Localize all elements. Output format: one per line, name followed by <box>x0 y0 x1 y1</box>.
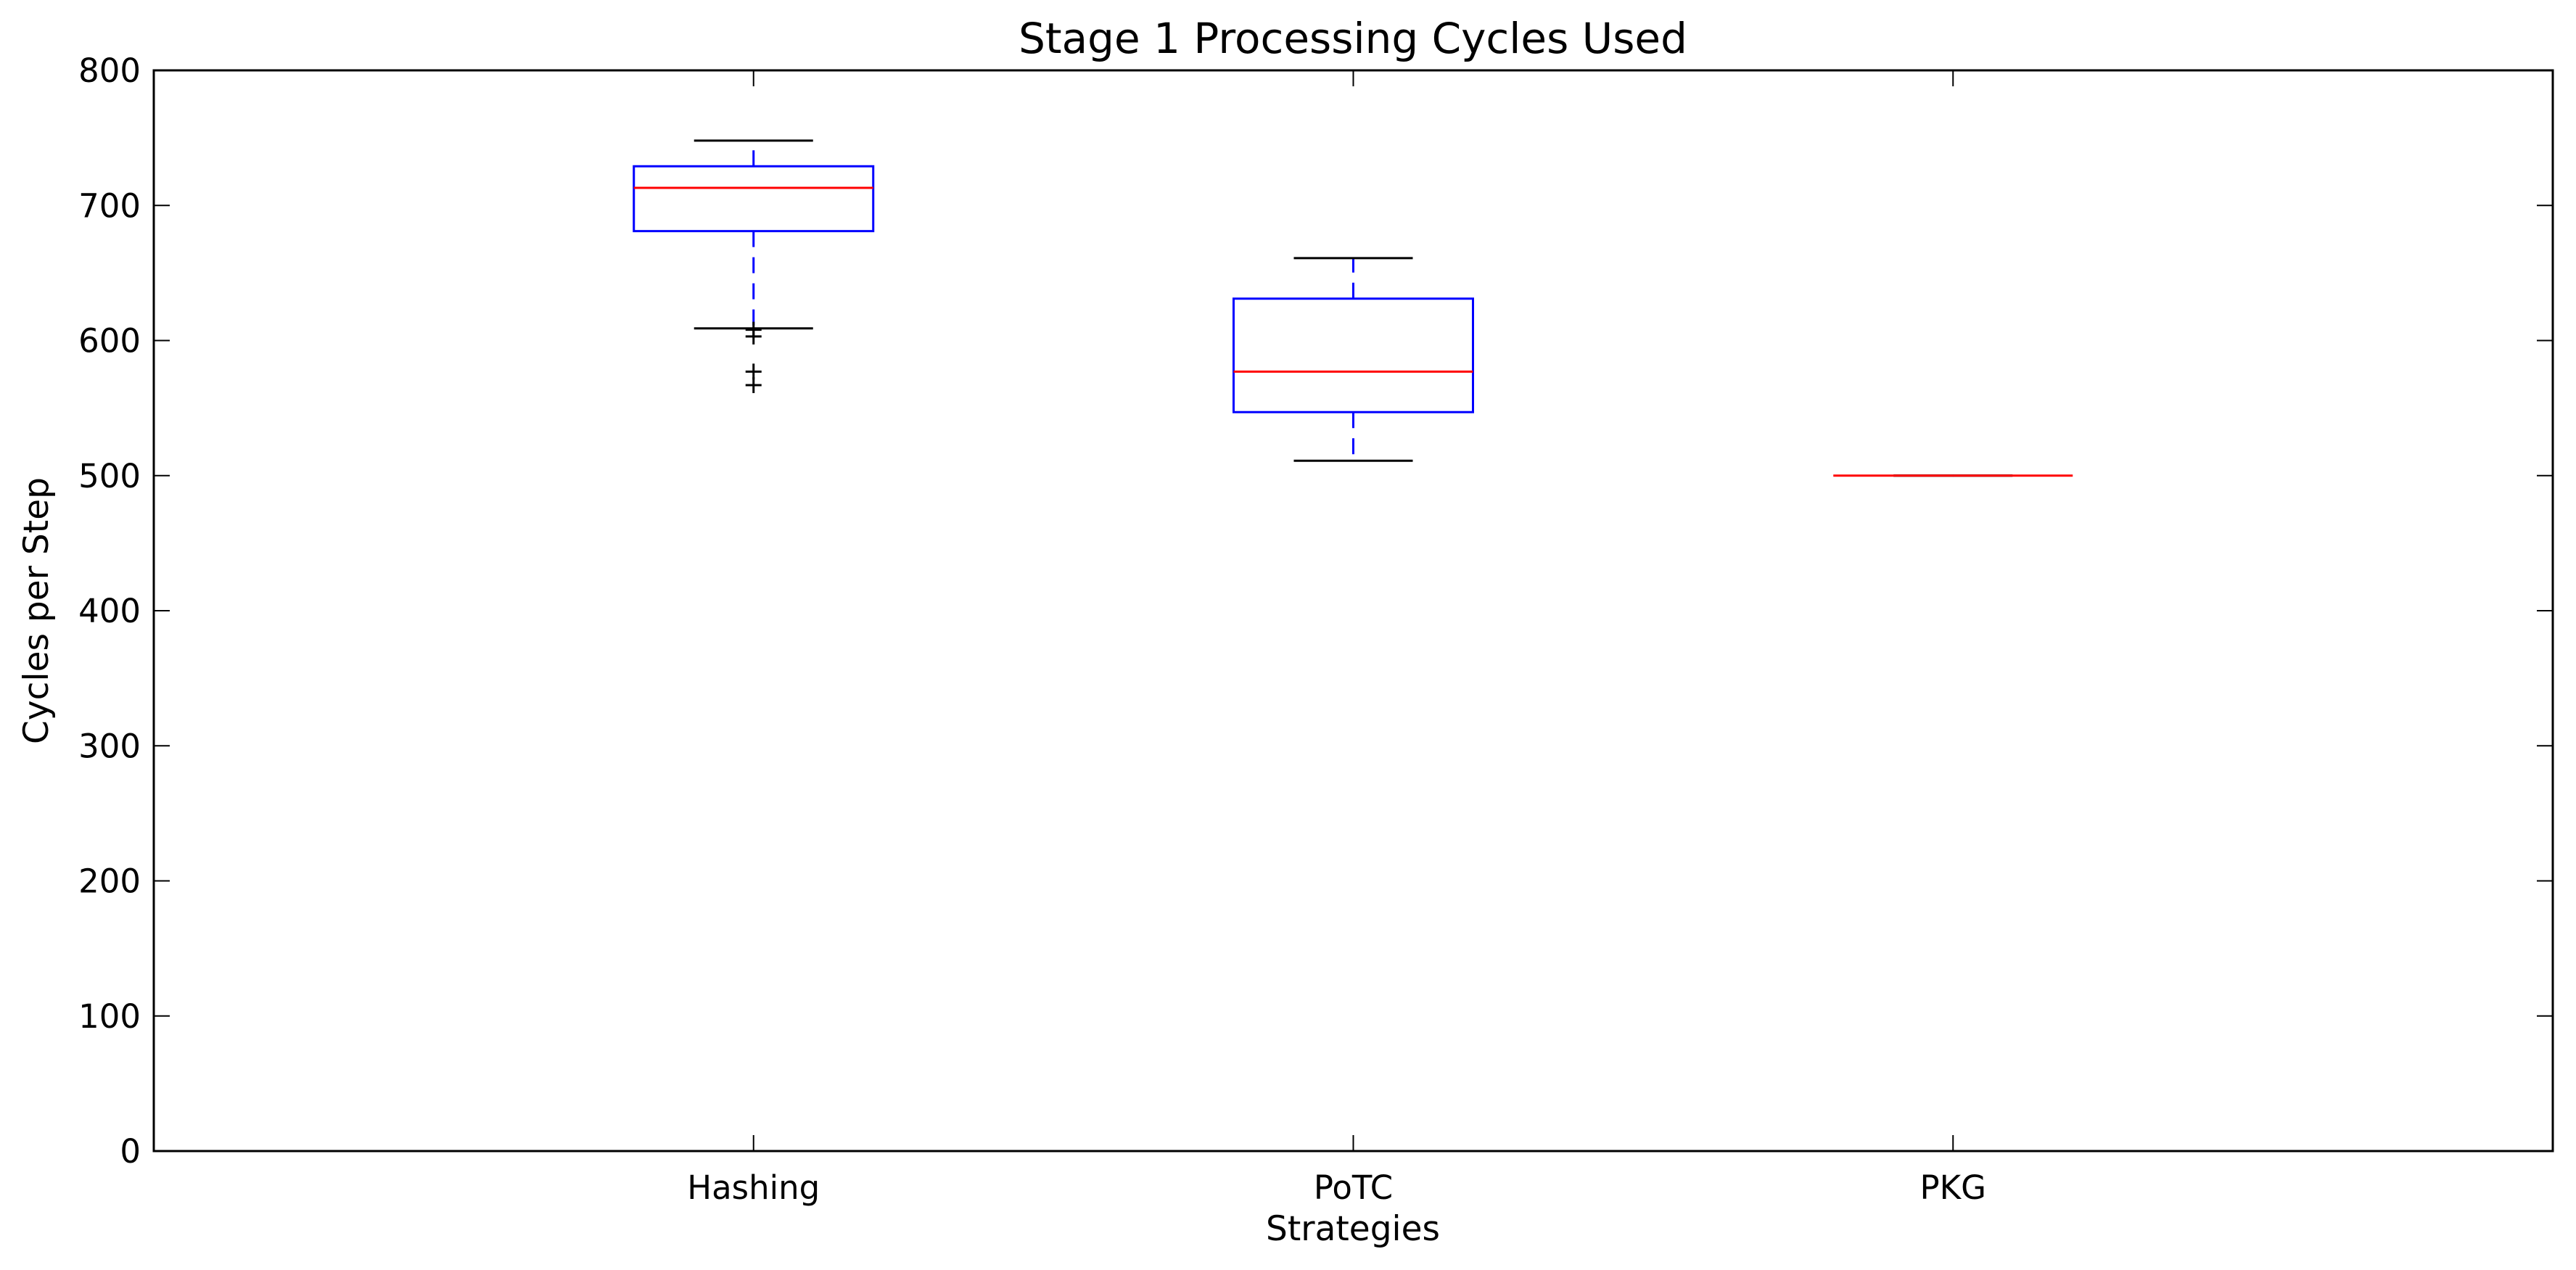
y-tick-label: 200 <box>78 862 141 901</box>
box-potc <box>1233 257 1474 462</box>
y-tick-label: 300 <box>78 727 141 765</box>
iqr-box <box>633 165 875 233</box>
y-axis-ticks: 0 100 200 300 400 500 600 700 800 <box>78 51 2553 1171</box>
y-tick-label: 800 <box>78 51 141 90</box>
box-hashing <box>633 139 875 393</box>
chart-title: Stage 1 Processing Cycles Used <box>1019 14 1687 63</box>
plot-area <box>633 139 2073 477</box>
x-axis-label: Strategies <box>1266 1209 1440 1249</box>
y-tick-label: 100 <box>78 997 141 1036</box>
y-tick-label: 600 <box>78 322 141 360</box>
iqr-box <box>1233 297 1474 413</box>
outlier-marker <box>745 363 762 380</box>
axes-frame <box>152 69 2554 1153</box>
outlier-marker <box>745 376 762 393</box>
y-tick-label: 500 <box>78 457 141 495</box>
x-tick-label: Hashing <box>687 1168 820 1207</box>
x-tick-label: PKG <box>1919 1168 1986 1207</box>
y-tick-label: 400 <box>78 592 141 630</box>
outlier-marker <box>745 328 762 345</box>
y-tick-label: 0 <box>120 1132 141 1171</box>
x-axis-ticks: Hashing PoTC PKG <box>687 70 1986 1207</box>
x-tick-label: PoTC <box>1314 1168 1393 1207</box>
y-axis-label: Cycles per Step <box>17 477 57 744</box>
y-tick-label: 700 <box>78 186 141 225</box>
